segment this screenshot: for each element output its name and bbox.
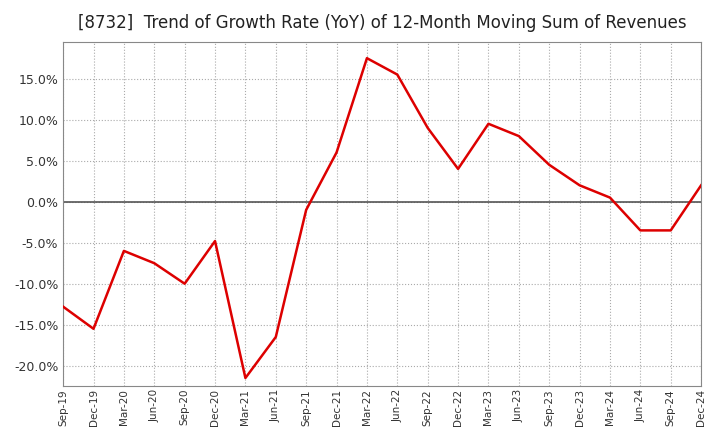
Title: [8732]  Trend of Growth Rate (YoY) of 12-Month Moving Sum of Revenues: [8732] Trend of Growth Rate (YoY) of 12-… bbox=[78, 14, 686, 32]
